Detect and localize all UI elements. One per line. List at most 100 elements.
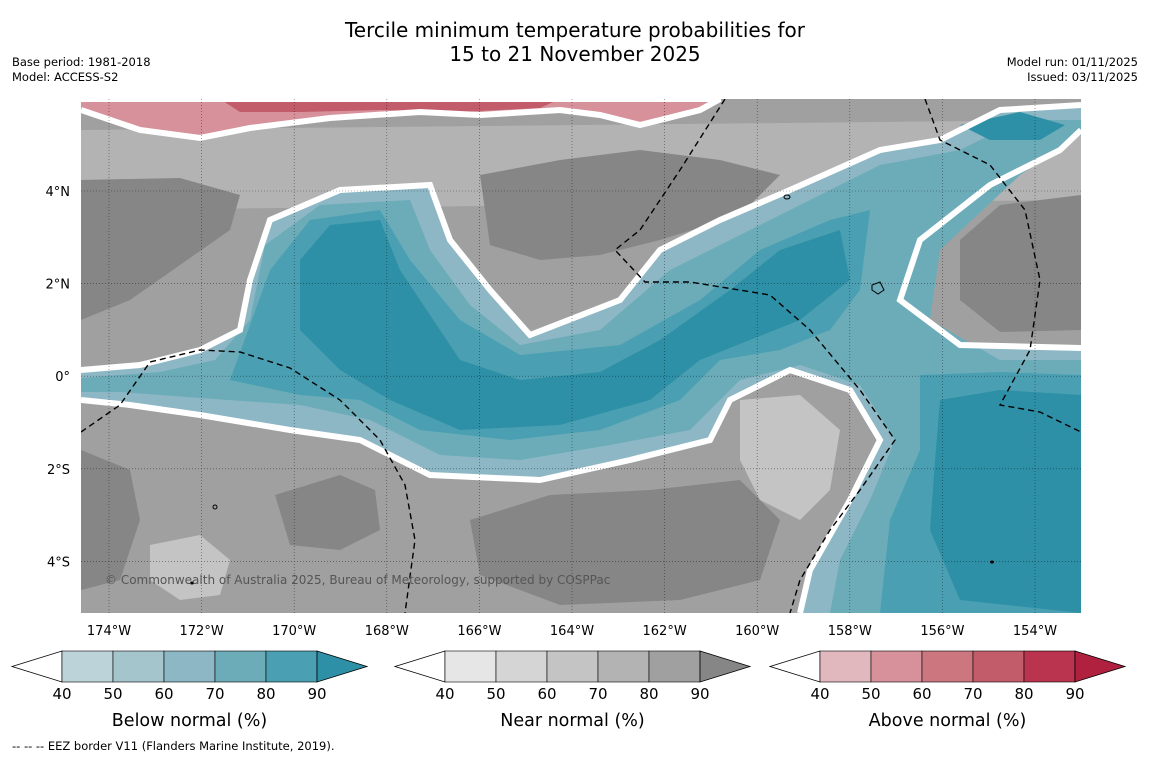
longitude-axis: 174°W 172°W 170°W 168°W 166°W 164°W 162°W 160°W… [87, 624, 1057, 639]
colorbar-segment [546, 650, 599, 683]
base-period-label: Base period: 1981-2018 [12, 55, 151, 69]
colorbar-max-extend [316, 650, 369, 683]
near-normal-90-patch [275, 475, 380, 550]
colorbar-2: 40 50 60 70 80 90 Above normal (%) [768, 650, 1127, 731]
below-normal-90 [300, 220, 850, 430]
colorbar-tick-label: 70 [205, 685, 224, 703]
colorbar-0: 40 50 60 70 80 90 Below normal (%) [10, 650, 369, 731]
eez-border [81, 349, 416, 613]
run-info-left: Base period: 1981-2018 Model: ACCESS-S2 [12, 55, 151, 85]
lat-tick-label: 0° [55, 370, 70, 385]
lon-tick-label: 156°W [920, 624, 964, 639]
title-line-1: Tercile minimum temperature probabilitie… [344, 18, 806, 42]
colorbar-title: Above normal (%) [869, 711, 1027, 731]
below-normal-contour-south [81, 366, 884, 613]
lat-tick-label: 4°N [46, 185, 71, 200]
colorbar-segment [265, 650, 318, 683]
issued-label: Issued: 03/11/2025 [1027, 70, 1138, 84]
colorbar-tick-label: 40 [810, 685, 829, 703]
colorbar-segment [61, 650, 114, 683]
lat-tick-label: 4°S [47, 555, 70, 570]
island-shape [990, 560, 994, 564]
colorbar-segment [112, 650, 165, 683]
colorbar-tick-label: 40 [52, 685, 71, 703]
colorbar-tick-label: 50 [861, 685, 880, 703]
above-normal-contour [81, 99, 722, 142]
latitude-axis: 4°N 2°N 0° 2°S 4°S [46, 185, 71, 570]
lon-tick-label: 168°W [365, 624, 409, 639]
colorbar-tick-label: 60 [912, 685, 931, 703]
colorbar-tick-label: 60 [537, 685, 556, 703]
colorbar-segment [495, 650, 548, 683]
below-normal-90-north [960, 112, 1065, 140]
colorbar-title: Near normal (%) [500, 711, 645, 731]
colorbar-legends: 40 50 60 70 80 90 Below normal (%) 40 50 60 70 80 90… [10, 650, 1127, 731]
colorbar-tick-label: 90 [1065, 685, 1084, 703]
colorbar-tick-label: 80 [1014, 685, 1033, 703]
lon-tick-label: 160°W [735, 624, 779, 639]
colorbar-min-extend [393, 650, 446, 683]
copyright-notice: © Commonwealth of Australia 2025, Bureau… [105, 573, 610, 587]
colorbar-tick-label: 70 [588, 685, 607, 703]
chart-title: Tercile minimum temperature probabilitie… [0, 18, 1150, 66]
colorbar-min-extend [768, 650, 821, 683]
colorbar-max-extend [1074, 650, 1127, 683]
colorbar-segment [597, 650, 650, 683]
colorbar-max-extend [699, 650, 752, 683]
colorbar-segment [819, 650, 872, 683]
island-shape [871, 281, 885, 295]
colorbar-tick-label: 50 [486, 685, 505, 703]
model-label: Model: ACCESS-S2 [12, 70, 119, 84]
island-shape [190, 581, 194, 585]
above-normal-70-patch [220, 99, 560, 112]
colorbar-tick-label: 80 [256, 685, 275, 703]
near-normal-90-patch [960, 195, 1081, 332]
lat-tick-label: 2°S [47, 463, 70, 478]
near-normal-90-patch [81, 178, 240, 320]
colorbar-tick-label: 70 [963, 685, 982, 703]
colorbar-tick-label: 50 [103, 685, 122, 703]
island-shape [783, 194, 791, 200]
lon-tick-label: 170°W [272, 624, 316, 639]
run-info-right: Model run: 01/11/2025 Issued: 03/11/2025 [1007, 55, 1138, 85]
colorbar-segment [1023, 650, 1076, 683]
lon-tick-label: 158°W [828, 624, 872, 639]
lon-tick-label: 166°W [457, 624, 501, 639]
lon-tick-label: 172°W [180, 624, 224, 639]
below-normal-contour-north [81, 102, 1081, 373]
lon-tick-label: 174°W [87, 624, 131, 639]
near-normal-90-patch [480, 150, 780, 260]
lon-tick-label: 164°W [550, 624, 594, 639]
colorbar-title: Below normal (%) [112, 711, 267, 731]
probability-map [81, 99, 1081, 613]
colorbar-segment [444, 650, 497, 683]
model-run-label: Model run: 01/11/2025 [1006, 55, 1138, 69]
colorbar-segment [214, 650, 267, 683]
near-normal-90-patch [470, 480, 780, 605]
lon-tick-label: 162°W [643, 624, 687, 639]
near-normal-60-patch [740, 395, 840, 520]
colorbar-segment [163, 650, 216, 683]
colorbar-tick-label: 60 [154, 685, 173, 703]
eez-border [613, 99, 896, 613]
colorbar-tick-label: 40 [435, 685, 454, 703]
near-normal-60-patch [150, 535, 230, 600]
lon-tick-label: 154°W [1013, 624, 1057, 639]
near-normal-90-patch [81, 450, 140, 590]
title-line-2: 15 to 21 November 2025 [449, 42, 701, 66]
colorbar-segment [921, 650, 974, 683]
colorbar-min-extend [10, 650, 63, 683]
below-normal-90-east [930, 390, 1081, 613]
colorbar-tick-label: 80 [639, 685, 658, 703]
lat-tick-label: 2°N [46, 278, 71, 293]
below-normal-contour-east [896, 127, 1081, 351]
colorbar-tick-label: 90 [307, 685, 326, 703]
island-shape [212, 504, 218, 510]
colorbar-1: 40 50 60 70 80 90 Near normal (%) [393, 650, 752, 731]
eez-footnote: -- -- -- EEZ border V11 (Flanders Marine… [12, 739, 335, 753]
colorbar-segment [972, 650, 1025, 683]
colorbar-segment [870, 650, 923, 683]
colorbar-segment [648, 650, 701, 683]
colorbar-tick-label: 90 [690, 685, 709, 703]
